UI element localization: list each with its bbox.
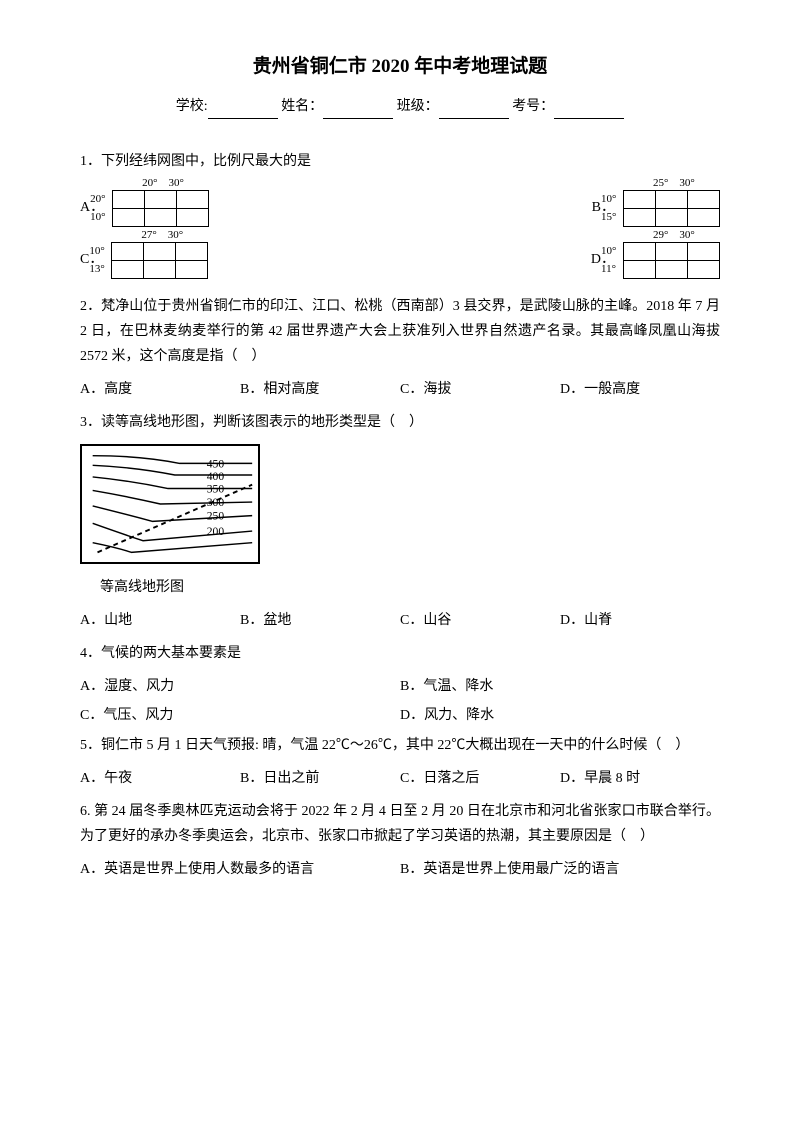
q1-option-c: C． 27° 30° 10°13° [80,242,208,279]
class-blank [439,101,509,119]
q3-option-d: D．山脊 [560,608,720,633]
grid-diagram: 29° 30° 10°11° [623,242,720,279]
q3-option-c: C．山谷 [400,608,560,633]
question-4: 4．气候的两大基本要素是 [80,641,720,666]
student-info-line: 学校: 姓名： 班级： 考号： [80,94,720,119]
q3-options: A．山地 B．盆地 C．山谷 D．山脊 [80,608,720,633]
num-blank [554,101,624,119]
question-2: 2．梵净山位于贵州省铜仁市的印江、江口、松桃（西南部）3 县交界，是武陵山脉的主… [80,294,720,370]
contour-caption: 等高线地形图 [80,575,720,600]
q3-option-b: B．盆地 [240,608,400,633]
school-blank [208,101,278,119]
q2-option-a: A．高度 [80,377,240,402]
svg-text:200: 200 [207,524,225,537]
q3-option-a: A．山地 [80,608,240,633]
q4-options: A．湿度、风力 B．气温、降水 C．气压、风力 D．风力、降水 [80,674,720,732]
class-label: 班级： [397,99,439,114]
q4-option-d: D．风力、降水 [400,703,720,728]
q2-option-d: D．一般高度 [560,377,720,402]
num-label: 考号： [512,99,554,114]
question-5: 5．铜仁市 5 月 1 日天气预报: 晴，气温 22℃～26℃，其中 22℃大概… [80,733,720,758]
question-3: 3．读等高线地形图，判断该图表示的地形类型是（ ） [80,410,720,435]
question-6: 6. 第 24 届冬季奥林匹克运动会将于 2022 年 2 月 4 日至 2 月… [80,799,720,849]
q2-option-c: C．海拔 [400,377,560,402]
svg-text:300: 300 [207,495,225,508]
question-1: 1．下列经纬网图中，比例尺最大的是 [80,149,720,174]
grid-diagram: 25° 30° 10°15° [623,190,720,227]
q2-option-b: B．相对高度 [240,377,400,402]
q4-option-a: A．湿度、风力 [80,674,400,699]
name-label: 姓名： [281,99,323,114]
q6-options: A．英语是世界上使用人数最多的语言 B．英语是世界上使用最广泛的语言 [80,857,720,886]
q6-option-a: A．英语是世界上使用人数最多的语言 [80,857,400,882]
grid-diagram: 27° 30° 10°13° [111,242,208,279]
grid-diagram: 20° 30° 20°10° [112,190,209,227]
q1-option-b: B． 25° 30° 10°15° [592,190,720,227]
q2-options: A．高度 B．相对高度 C．海拔 D．一般高度 [80,377,720,402]
svg-text:400: 400 [207,469,225,482]
q1-grid-row-2: C． 27° 30° 10°13° D． 29° 30° 10°11° [80,242,720,279]
contour-figure: 450 400 350 300 250 200 等高线地形图 [80,444,720,600]
q6-option-b: B．英语是世界上使用最广泛的语言 [400,857,720,882]
q5-options: A．午夜 B．日出之前 C．日落之后 D．早晨 8 时 [80,766,720,791]
q1-option-a: A． 20° 30° 20°10° [80,190,209,227]
q5-option-b: B．日出之前 [240,766,400,791]
contour-label: 450 [207,457,225,470]
q4-option-c: C．气压、风力 [80,703,400,728]
q5-option-a: A．午夜 [80,766,240,791]
q1-option-d: D． 29° 30° 10°11° [591,242,720,279]
q5-option-d: D．早晨 8 时 [560,766,720,791]
svg-text:350: 350 [207,482,225,495]
svg-text:250: 250 [207,509,225,522]
q4-option-b: B．气温、降水 [400,674,720,699]
school-label: 学校: [176,99,208,114]
contour-svg: 450 400 350 300 250 200 [80,444,260,564]
page-title: 贵州省铜仁市 2020 年中考地理试题 [80,50,720,84]
name-blank [323,101,393,119]
q1-grid-row-1: A． 20° 30° 20°10° B． 25° 30° 10°15° [80,190,720,227]
q5-option-c: C．日落之后 [400,766,560,791]
